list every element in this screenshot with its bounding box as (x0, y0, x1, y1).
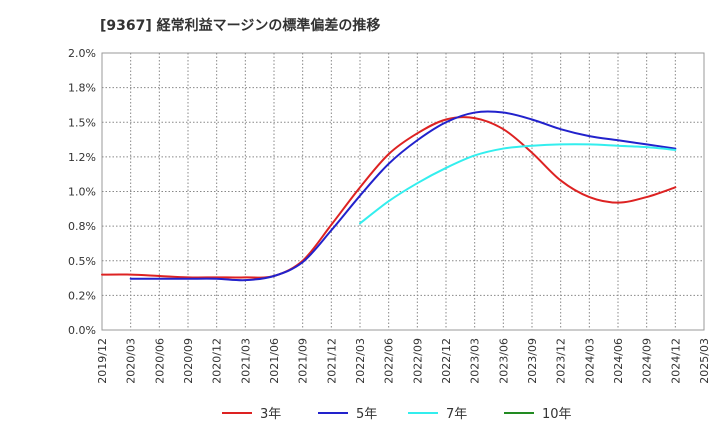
legend-label-1: 3年 (260, 407, 281, 422)
x-tick-label: 2020/12 (211, 338, 224, 384)
x-tick-label: 2025/03 (698, 338, 711, 384)
y-tick-label: 2.0% (68, 47, 96, 60)
x-tick-label: 2021/09 (297, 338, 310, 384)
y-tick-label: 1.2% (68, 151, 96, 164)
legend-label-4: 10年 (542, 407, 572, 422)
series-line-3 (359, 143, 677, 225)
x-tick-label: 2022/12 (440, 338, 453, 384)
legend-label-3: 7年 (446, 407, 467, 422)
x-tick-label: 2022/06 (383, 338, 396, 384)
legend-label-2: 5年 (356, 407, 377, 422)
legend: 3年 5年 7年 10年 (222, 407, 572, 422)
y-tick-label: 1.5% (68, 116, 96, 129)
x-tick-label: 2024/12 (669, 338, 682, 384)
x-tick-label: 2020/06 (153, 338, 166, 384)
x-tick-label: 2019/12 (96, 338, 109, 384)
y-tick-label: 0.2% (68, 289, 96, 302)
y-tick-label: 0.8% (68, 220, 96, 233)
y-tick-label: 0.5% (68, 255, 96, 268)
x-tick-label: 2023/06 (497, 338, 510, 384)
x-tick-label: 2021/06 (268, 338, 281, 384)
series-line-1 (101, 116, 677, 279)
series-line-2 (129, 110, 677, 282)
x-tick-label: 2021/03 (239, 338, 252, 384)
x-tick-label: 2020/09 (182, 338, 195, 384)
x-tick-label: 2022/09 (411, 338, 424, 384)
y-tick-label: 1.8% (68, 82, 96, 95)
x-tick-label: 2024/03 (583, 338, 596, 384)
x-tick-label: 2022/03 (354, 338, 367, 384)
x-tick-label: 2023/12 (555, 338, 568, 384)
x-tick-label: 2023/09 (526, 338, 539, 384)
y-tick-label: 0.0% (68, 324, 96, 337)
x-tick-label: 2023/03 (469, 338, 482, 384)
plot-area: 2019/12 2020/03 2020/06 2020/09 2020/12 2021/… (68, 47, 711, 384)
x-tick-label: 2020/03 (125, 338, 138, 384)
x-tick-label: 2024/09 (641, 338, 654, 384)
x-tick-label: 2021/12 (325, 338, 338, 384)
y-tick-label: 1.0% (68, 186, 96, 199)
chart-title: [9367] 経常利益マージンの標準偏差の推移 (100, 17, 380, 34)
x-tick-label: 2024/06 (612, 338, 625, 384)
